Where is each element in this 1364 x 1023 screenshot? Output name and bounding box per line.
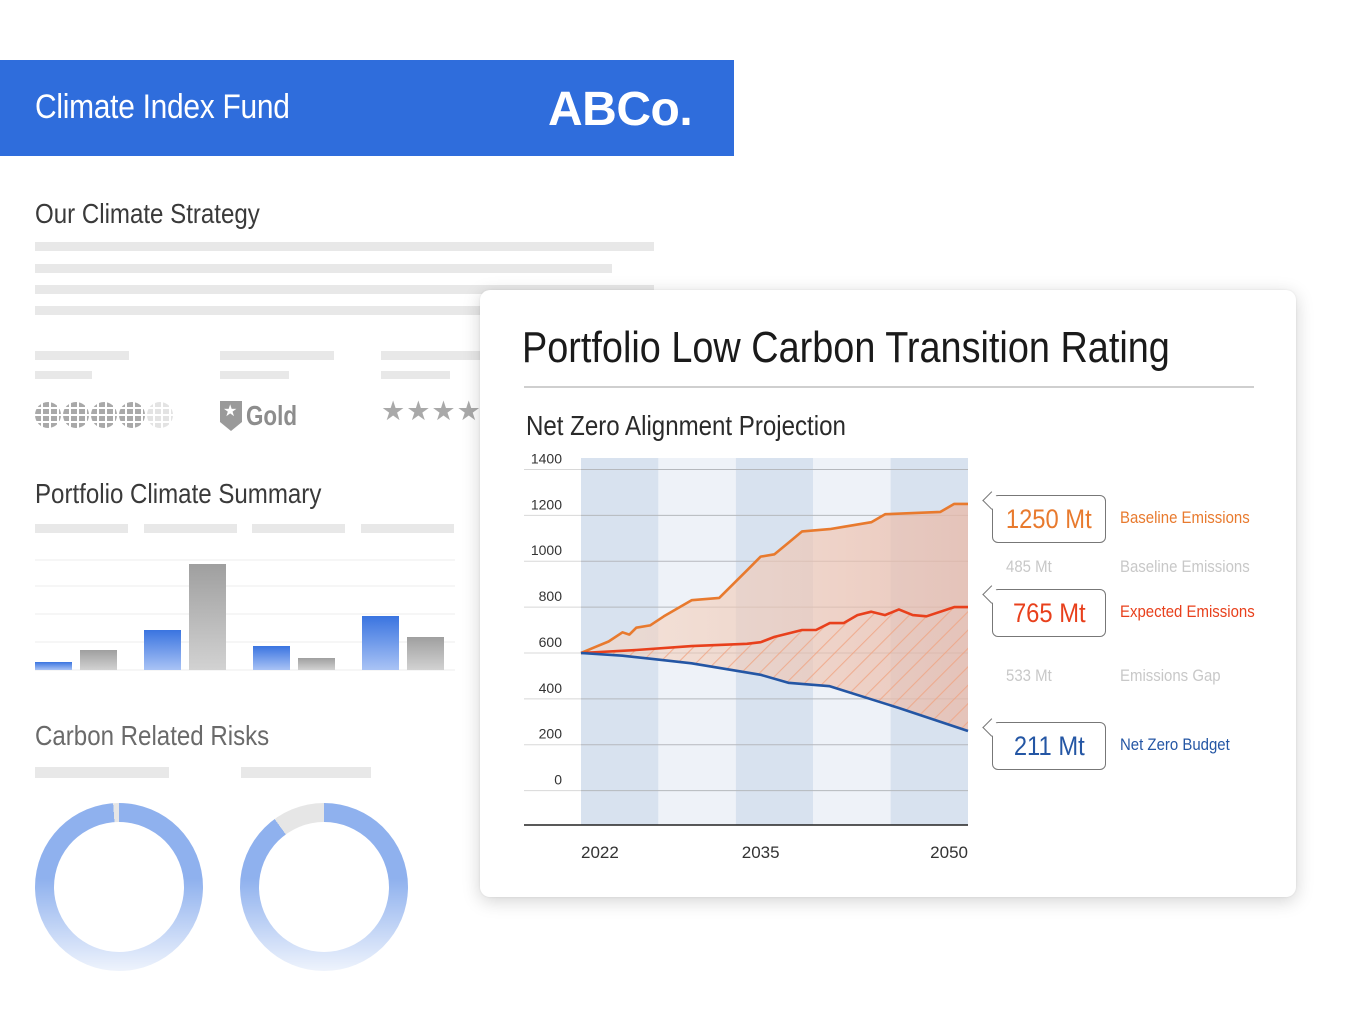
expected-value-callout: 765 Mt xyxy=(992,589,1106,637)
legend-placeholder xyxy=(252,524,345,533)
emissions-gap-hatch xyxy=(581,607,968,731)
globe-icon xyxy=(35,402,61,428)
star-rating: ★★★★ xyxy=(381,396,482,426)
chart-title: Net Zero Alignment Projection xyxy=(526,410,846,441)
rating-label-placeholder xyxy=(220,351,334,360)
legend-placeholder xyxy=(35,524,128,533)
legend-placeholder xyxy=(361,524,454,533)
netzero-label: Net Zero Budget xyxy=(1120,735,1230,754)
y-tick-label: 600 xyxy=(539,634,563,650)
netzero-value-callout: 211 Mt xyxy=(992,722,1106,770)
text-placeholder-line xyxy=(35,285,654,294)
netzero-value: 211 Mt xyxy=(1013,730,1085,761)
summary-title: Portfolio Climate Summary xyxy=(35,478,322,509)
expected-value: 765 Mt xyxy=(1012,597,1086,628)
globe-icon xyxy=(63,402,89,428)
netzero-series-line xyxy=(580,651,969,733)
transition-rating-card: Portfolio Low Carbon Transition Rating N… xyxy=(480,290,1296,897)
globe-icon xyxy=(91,402,117,428)
x-tick-label: 2022 xyxy=(581,843,619,862)
text-placeholder-line xyxy=(35,264,612,273)
text-placeholder-line xyxy=(35,242,654,251)
brand-logo: ABCo. xyxy=(548,83,693,136)
medal-icon xyxy=(220,401,242,431)
strategy-title: Our Climate Strategy xyxy=(35,198,260,229)
mini-bar xyxy=(253,646,290,670)
baseline-faded-value: 485 Mt xyxy=(1006,557,1052,576)
y-tick-label: 800 xyxy=(539,588,563,604)
text-placeholder-line xyxy=(35,306,654,315)
mini-bar xyxy=(35,662,72,670)
mini-bar xyxy=(298,658,335,670)
baseline-value: 1250 Mt xyxy=(1006,503,1092,534)
rating-label-placeholder xyxy=(381,351,491,360)
y-tick-label: 0 xyxy=(554,772,562,788)
y-tick-label: 1000 xyxy=(531,542,562,558)
card-title: Portfolio Low Carbon Transition Rating xyxy=(522,323,1170,372)
baseline-label: Baseline Emissions xyxy=(1120,508,1250,527)
risks-title: Carbon Related Risks xyxy=(35,720,270,751)
medal-label: Gold xyxy=(246,400,298,431)
rating-label-placeholder xyxy=(220,371,289,379)
risk-donut-chart xyxy=(240,803,408,971)
legend-placeholder xyxy=(144,524,237,533)
y-tick-label: 400 xyxy=(539,680,563,696)
risk-label-placeholder xyxy=(35,767,169,778)
gap-label: Emissions Gap xyxy=(1120,666,1221,685)
rating-label-placeholder xyxy=(381,371,450,379)
x-tick-label: 2035 xyxy=(742,843,780,862)
globe-icon xyxy=(119,402,145,428)
y-tick-label: 1200 xyxy=(531,496,562,512)
y-tick-label: 200 xyxy=(539,726,563,742)
expected-series-line xyxy=(580,605,968,655)
mini-bar-chart xyxy=(35,559,455,671)
globe-icon xyxy=(147,402,173,428)
x-tick-label: 2050 xyxy=(930,843,968,862)
globe-rating xyxy=(35,402,173,428)
expected-label: Expected Emissions xyxy=(1120,602,1255,621)
fund-header: Climate Index Fund ABCo. xyxy=(0,60,734,156)
risk-label-placeholder xyxy=(241,767,371,778)
net-zero-chart: 0 200 400 600 800 1000 1200 1400 2022 2035 2050 xyxy=(524,450,969,862)
mini-bar xyxy=(144,630,181,670)
gap-value: 533 Mt xyxy=(1006,666,1052,685)
mini-bar xyxy=(407,637,444,670)
mini-bar xyxy=(362,616,399,670)
divider xyxy=(524,386,1254,388)
rating-label-placeholder xyxy=(35,371,92,379)
y-tick-label: 1400 xyxy=(531,450,562,466)
star-icon: ★ xyxy=(223,403,238,420)
mini-bar xyxy=(189,564,226,670)
baseline-faded-label: Baseline Emissions xyxy=(1120,557,1250,576)
risk-donut-chart xyxy=(35,803,203,971)
baseline-series-line xyxy=(580,502,968,655)
fund-title: Climate Index Fund xyxy=(35,88,290,126)
rating-label-placeholder xyxy=(35,351,129,360)
baseline-value-callout: 1250 Mt xyxy=(992,495,1106,543)
mini-bar xyxy=(80,650,117,670)
